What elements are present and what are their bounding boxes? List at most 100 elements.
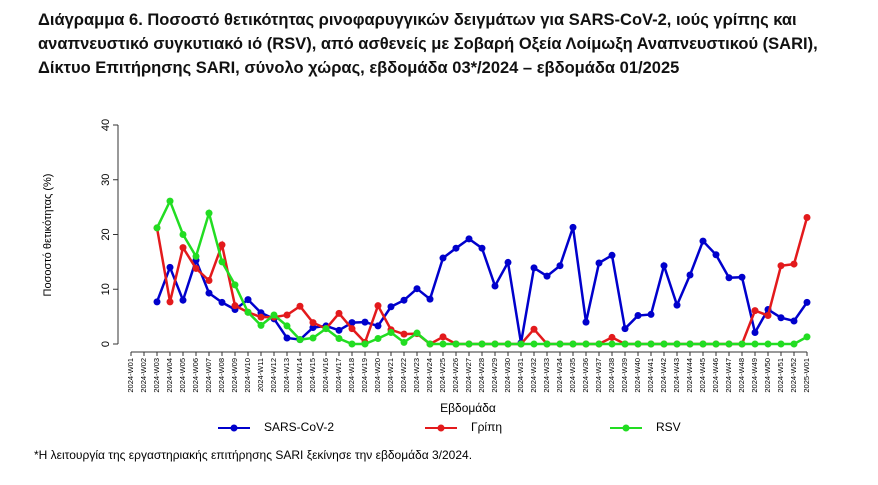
series-point <box>296 302 304 310</box>
x-tick-label: 2024-W11 <box>256 358 265 392</box>
series-point <box>439 254 447 262</box>
series-point <box>647 340 655 348</box>
x-tick-label: 2024-W04 <box>165 358 174 393</box>
series-point <box>283 322 291 330</box>
x-tick-label: 2024-W36 <box>581 358 590 393</box>
series-point <box>283 311 291 319</box>
series-point <box>478 244 486 252</box>
x-tick-label: 2024-W34 <box>555 358 564 393</box>
series-point <box>205 276 213 284</box>
series-point <box>192 264 200 272</box>
series-point <box>608 251 616 259</box>
series-point <box>790 317 798 325</box>
x-tick-label: 2024-W12 <box>269 358 278 393</box>
x-tick-label: 2024-W48 <box>737 358 746 393</box>
series-point <box>803 333 811 341</box>
series-point <box>764 340 772 348</box>
series-point <box>452 340 460 348</box>
series-point <box>296 336 304 344</box>
series-point <box>231 281 239 289</box>
series-point <box>556 262 564 270</box>
x-tick-label: 2024-W03 <box>152 358 161 393</box>
series-point <box>218 298 226 306</box>
series-point <box>777 314 785 322</box>
x-tick-label: 2024-W10 <box>243 358 252 393</box>
series-point <box>335 309 343 317</box>
series-point <box>712 251 720 259</box>
x-tick-label: 2024-W35 <box>568 358 577 393</box>
series-point <box>361 340 369 348</box>
series-point <box>426 340 434 348</box>
series-point <box>400 338 408 346</box>
series-point <box>790 260 798 268</box>
x-tick-label: 2024-W32 <box>529 358 538 393</box>
x-tick-label: 2024-W39 <box>620 358 629 393</box>
series-point <box>738 273 746 281</box>
x-tick-label: 2024-W22 <box>399 358 408 393</box>
series-point <box>751 329 759 337</box>
series-point <box>595 259 603 267</box>
series-point <box>517 340 525 348</box>
legend-marker <box>437 424 445 432</box>
x-tick-label: 2024-W38 <box>607 358 616 393</box>
series-point <box>465 340 473 348</box>
x-axis-label: Εβδομάδα <box>440 401 496 415</box>
legend-label: RSV <box>656 420 681 434</box>
x-tick-label: 2024-W08 <box>217 358 226 393</box>
legend-label: Γρίπη <box>471 420 502 434</box>
x-tick-label: 2024-W21 <box>386 358 395 393</box>
x-tick-label: 2024-W46 <box>711 358 720 393</box>
series-point <box>725 340 733 348</box>
series-point <box>777 340 785 348</box>
series-point <box>582 318 590 326</box>
series-point <box>699 340 707 348</box>
series-point <box>218 241 226 249</box>
y-tick-label: 40 <box>100 119 112 131</box>
series-point <box>179 244 187 252</box>
x-tick-label: 2024-W17 <box>334 358 343 393</box>
x-tick-label: 2024-W29 <box>490 358 499 393</box>
x-tick-label: 2024-W05 <box>178 358 187 393</box>
legend-marker <box>622 424 630 432</box>
series-point <box>361 318 369 326</box>
legend-marker <box>230 424 238 432</box>
series-point <box>348 325 356 333</box>
x-tick-label: 2024-W51 <box>776 358 785 393</box>
series-point <box>673 340 681 348</box>
series-point <box>556 340 564 348</box>
series-point <box>595 340 603 348</box>
series-line <box>155 197 808 346</box>
x-tick-label: 2024-W50 <box>763 358 772 393</box>
y-tick-label: 0 <box>100 341 112 347</box>
x-tick-label: 2024-W30 <box>503 358 512 393</box>
series-point <box>764 312 772 320</box>
series-point <box>309 319 317 327</box>
x-tick-label: 2024-W41 <box>646 358 655 393</box>
series-line <box>155 217 809 346</box>
series-point <box>569 340 577 348</box>
series-point <box>244 296 252 304</box>
series-point <box>374 322 382 330</box>
x-tick-label: 2024-W06 <box>191 358 200 393</box>
series-point <box>166 263 174 271</box>
y-axis-label: Ποσοστό θετικότητας (%) <box>42 174 54 297</box>
series-point <box>647 310 655 318</box>
x-tick-label: 2024-W07 <box>204 358 213 393</box>
x-tick-label: 2024-W18 <box>347 358 356 393</box>
series-point <box>257 313 265 321</box>
series-point <box>465 235 473 243</box>
series-point <box>608 333 616 341</box>
series-point <box>699 237 707 245</box>
series-point <box>504 258 512 266</box>
legend-label: SARS-CoV-2 <box>264 420 334 434</box>
series-point <box>491 340 499 348</box>
series-point <box>621 340 629 348</box>
series-point <box>166 298 174 306</box>
x-tick-label: 2024-W24 <box>425 358 434 393</box>
series-point <box>322 325 330 333</box>
x-tick-label: 2024-W44 <box>685 358 694 393</box>
series-point <box>374 302 382 310</box>
series-point <box>686 271 694 279</box>
